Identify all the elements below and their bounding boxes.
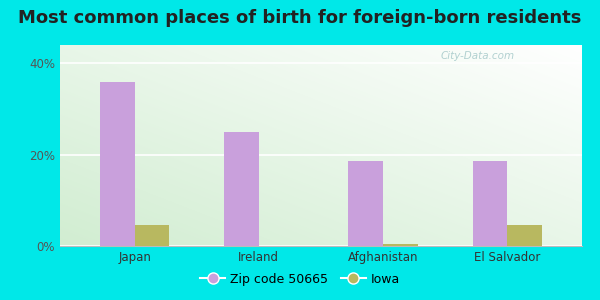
Bar (134, 225, 169, 246)
Bar (349, 161, 383, 246)
Legend: Zip code 50665, Iowa: Zip code 50665, Iowa (195, 268, 405, 291)
Bar (508, 225, 542, 246)
Bar (383, 244, 418, 246)
Bar (473, 161, 508, 246)
Bar (100, 82, 134, 246)
Text: City-Data.com: City-Data.com (441, 51, 515, 61)
Text: Most common places of birth for foreign-born residents: Most common places of birth for foreign-… (19, 9, 581, 27)
Bar (224, 132, 259, 246)
